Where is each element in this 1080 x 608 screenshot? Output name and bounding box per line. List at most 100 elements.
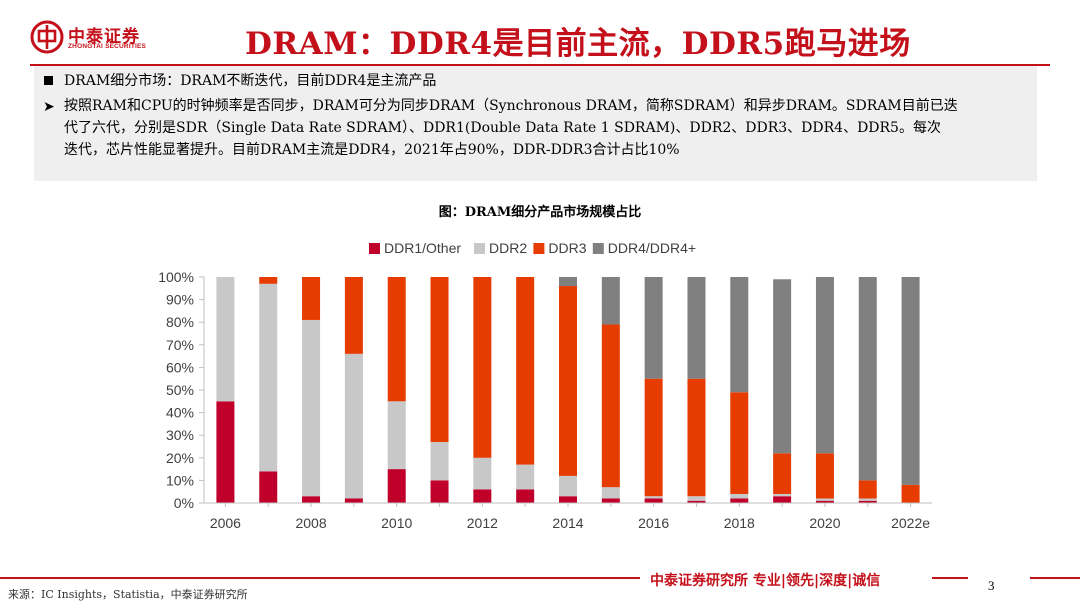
y-tick-label-7: 70% bbox=[166, 337, 194, 353]
legend-label-2: DDR3 bbox=[548, 240, 586, 256]
bar-2022e-ddr4-ddr4- bbox=[901, 277, 920, 485]
x-tick-label-2022e: 2022e bbox=[891, 515, 930, 531]
dram-share-stacked-bar-chart: DDR1/Other DDR2 DDR3 DDR4/DDR4+ 0% 10% 20% 30%… bbox=[158, 240, 932, 531]
bar-2013-ddr1-other bbox=[516, 489, 535, 503]
legend-swatch-1 bbox=[474, 243, 485, 254]
bar-2016-ddr1-other bbox=[644, 498, 663, 503]
bar-2019-ddr2 bbox=[773, 493, 792, 497]
x-tick-label-2010: 2010 bbox=[381, 515, 412, 531]
bar-2016-ddr3 bbox=[644, 378, 663, 497]
bar-2008-ddr3 bbox=[302, 277, 321, 320]
y-tick-label-2: 20% bbox=[166, 450, 194, 466]
bar-2008-ddr1-other bbox=[302, 496, 321, 503]
title-divider bbox=[30, 64, 1050, 66]
logo-chinese-name: 中泰证券 bbox=[68, 27, 140, 47]
bar-2017-ddr1-other bbox=[687, 500, 706, 503]
y-tick-label-0: 0% bbox=[174, 495, 194, 511]
company-logo: 中泰证券 ZHONGTAI SECURITIES bbox=[30, 20, 170, 56]
bar-2015-ddr3 bbox=[601, 324, 620, 488]
chart-legend: DDR1/Other DDR2 DDR3 DDR4/DDR4+ bbox=[369, 240, 696, 256]
legend-swatch-3 bbox=[592, 243, 604, 254]
bar-2021-ddr2 bbox=[858, 498, 877, 501]
y-tick-label-10: 100% bbox=[158, 269, 194, 285]
y-tick-label-9: 90% bbox=[166, 292, 194, 308]
bar-2009-ddr2 bbox=[344, 353, 363, 499]
zhongtai-logo-icon bbox=[30, 20, 64, 54]
bar-2014-ddr4-ddr4- bbox=[559, 277, 577, 287]
bar-2007-ddr1-other bbox=[259, 471, 278, 503]
bar-2014-ddr2 bbox=[559, 475, 577, 497]
bar-2010-ddr2 bbox=[387, 401, 406, 470]
bar-2016-ddr2 bbox=[644, 496, 663, 499]
bar-2020-ddr1-other bbox=[815, 500, 834, 503]
y-tick-label-6: 60% bbox=[166, 359, 194, 375]
bar-2019-ddr4-ddr4- bbox=[773, 279, 792, 454]
x-tick-label-2016: 2016 bbox=[638, 515, 669, 531]
bar-2021-ddr1-other bbox=[858, 500, 877, 503]
bar-2015-ddr1-other bbox=[601, 498, 620, 503]
legend-label-3: DDR4/DDR4+ bbox=[608, 240, 696, 256]
bar-2013-ddr2 bbox=[516, 464, 535, 490]
bar-2014-ddr3 bbox=[559, 286, 577, 476]
bar-2016-ddr4-ddr4- bbox=[644, 277, 663, 379]
x-tick-label-2018: 2018 bbox=[724, 515, 755, 531]
legend-swatch-0 bbox=[369, 243, 380, 254]
bar-2015-ddr4-ddr4- bbox=[601, 277, 620, 325]
bar-2022e-ddr3 bbox=[901, 484, 920, 503]
summary-body-line-1: 按照RAM和CPU的时钟频率是否同步，DRAM可分为同步DRAM（Synchro… bbox=[64, 98, 958, 114]
footer-slogan: 中泰证券研究所 专业|领先|深度|诚信 bbox=[650, 573, 881, 589]
bar-2012-ddr1-other bbox=[473, 489, 492, 503]
logo-english-name: ZHONGTAI SECURITIES bbox=[68, 43, 147, 50]
arrow-bullet-icon: ➤ bbox=[43, 99, 55, 115]
square-bullet-icon bbox=[44, 76, 53, 85]
chart-bars bbox=[216, 277, 920, 503]
bar-2009-ddr3 bbox=[344, 277, 363, 354]
legend-label-1: DDR2 bbox=[489, 240, 527, 256]
bar-2011-ddr1-other bbox=[430, 480, 449, 503]
bar-2019-ddr3 bbox=[773, 453, 792, 494]
y-tick-label-1: 10% bbox=[166, 472, 194, 488]
y-tick-label-8: 80% bbox=[166, 314, 194, 330]
y-axis: 0% 10% 20% 30% 40% 50% 60% 70% 80% 90% 100% bbox=[158, 269, 205, 511]
footer-divider-left bbox=[0, 577, 640, 579]
x-tick-label-2020: 2020 bbox=[809, 515, 840, 531]
bar-2011-ddr3 bbox=[430, 277, 449, 442]
bar-2006-ddr2 bbox=[216, 277, 235, 402]
bar-2020-ddr3 bbox=[815, 453, 834, 499]
bar-2012-ddr3 bbox=[473, 277, 492, 458]
x-tick-label-2008: 2008 bbox=[295, 515, 326, 531]
bar-2007-ddr2 bbox=[259, 283, 278, 472]
x-axis: 2006 2008 2010 2012 2014 2016 2018 2020 2022e bbox=[204, 502, 932, 531]
bar-2021-ddr3 bbox=[858, 480, 877, 499]
bar-2007-ddr3 bbox=[259, 277, 278, 284]
bar-2012-ddr2 bbox=[473, 457, 492, 490]
bar-2018-ddr2 bbox=[730, 493, 749, 499]
bar-2018-ddr4-ddr4- bbox=[730, 277, 749, 393]
y-tick-label-5: 50% bbox=[166, 382, 194, 398]
legend-swatch-2 bbox=[533, 243, 545, 254]
bar-2015-ddr2 bbox=[601, 487, 620, 499]
footer-divider-right bbox=[1030, 577, 1080, 579]
bar-2010-ddr1-other bbox=[387, 469, 406, 503]
page-number: 3 bbox=[988, 578, 995, 593]
bar-2014-ddr1-other bbox=[559, 496, 577, 503]
bar-2018-ddr1-other bbox=[730, 498, 749, 503]
summary-body-line-3: 迭代，芯片性能显著提升。目前DRAM主流是DDR4，2021年占90%，DDR-… bbox=[64, 142, 680, 158]
summary-box: DRAM细分市场：DRAM不断迭代，目前DDR4是主流产品 ➤ 按照RAM和CP… bbox=[34, 66, 1037, 181]
bar-2017-ddr3 bbox=[687, 378, 706, 497]
x-tick-label-2006: 2006 bbox=[210, 515, 241, 531]
summary-heading: DRAM细分市场：DRAM不断迭代，目前DDR4是主流产品 bbox=[64, 73, 437, 89]
slide-title: DRAM：DDR4是目前主流，DDR5跑马进场 bbox=[245, 26, 911, 62]
x-tick-label-2012: 2012 bbox=[467, 515, 498, 531]
bar-2006-ddr1-other bbox=[216, 401, 235, 503]
figure-caption: 图：DRAM细分产品市场规模占比 bbox=[438, 205, 642, 220]
bar-2010-ddr3 bbox=[387, 277, 406, 402]
bar-2008-ddr2 bbox=[302, 319, 321, 497]
x-tick-label-2014: 2014 bbox=[552, 515, 583, 531]
bar-2019-ddr1-other bbox=[773, 496, 792, 503]
y-tick-label-4: 40% bbox=[166, 405, 194, 421]
footer-divider-mid bbox=[932, 577, 968, 579]
bar-2021-ddr4-ddr4- bbox=[858, 277, 877, 481]
source-note: 来源：IC Insights，Statistia，中泰证券研究所 bbox=[8, 588, 248, 601]
bar-2018-ddr3 bbox=[730, 392, 749, 494]
